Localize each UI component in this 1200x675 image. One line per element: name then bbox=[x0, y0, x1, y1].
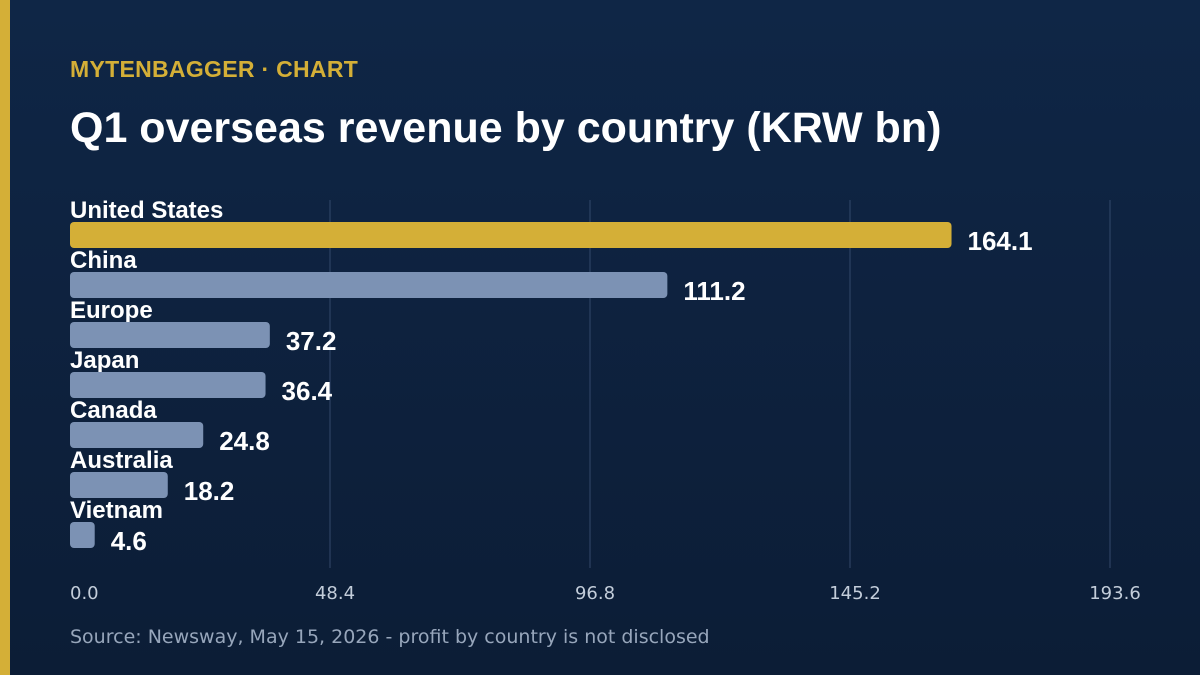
gridlines bbox=[329, 200, 1111, 568]
value-label: 37.2 bbox=[286, 326, 337, 356]
x-tick-label: 96.8 bbox=[575, 583, 615, 604]
kicker-label: MYTENBAGGER · CHART bbox=[70, 56, 359, 82]
bar bbox=[70, 372, 266, 398]
chart-title: Q1 overseas revenue by country (KRW bn) bbox=[70, 104, 942, 152]
category-label: China bbox=[70, 247, 137, 274]
category-label: Canada bbox=[70, 397, 157, 424]
bar bbox=[70, 472, 168, 498]
category-label: United States bbox=[70, 197, 223, 224]
accent-stripe bbox=[0, 0, 10, 675]
x-tick-label: 48.4 bbox=[315, 583, 355, 604]
bar bbox=[70, 322, 270, 348]
category-label: Vietnam bbox=[70, 497, 163, 524]
x-tick-label: 193.6 bbox=[1089, 583, 1141, 604]
source-note: Source: Newsway, May 15, 2026 - profit b… bbox=[70, 626, 710, 648]
category-label: Europe bbox=[70, 297, 153, 324]
x-tick-label: 145.2 bbox=[829, 583, 881, 604]
value-label: 111.2 bbox=[683, 276, 745, 306]
x-tick-label: 0.0 bbox=[70, 583, 99, 604]
category-label: Australia bbox=[70, 447, 173, 474]
bar bbox=[70, 222, 952, 248]
bar bbox=[70, 422, 204, 448]
value-label: 24.8 bbox=[219, 426, 270, 456]
value-label: 36.4 bbox=[282, 376, 333, 406]
bars: United States 164.1 China 111.2 Europe 37.2 Ja… bbox=[70, 197, 1033, 556]
bar bbox=[70, 272, 668, 298]
value-label: 18.2 bbox=[184, 476, 235, 506]
value-label: 164.1 bbox=[968, 226, 1033, 256]
bar bbox=[70, 522, 95, 548]
category-label: Japan bbox=[70, 347, 139, 374]
value-label: 4.6 bbox=[111, 526, 147, 556]
x-axis-ticks: 0.0 48.4 96.8 145.2 193.6 bbox=[70, 583, 1141, 604]
